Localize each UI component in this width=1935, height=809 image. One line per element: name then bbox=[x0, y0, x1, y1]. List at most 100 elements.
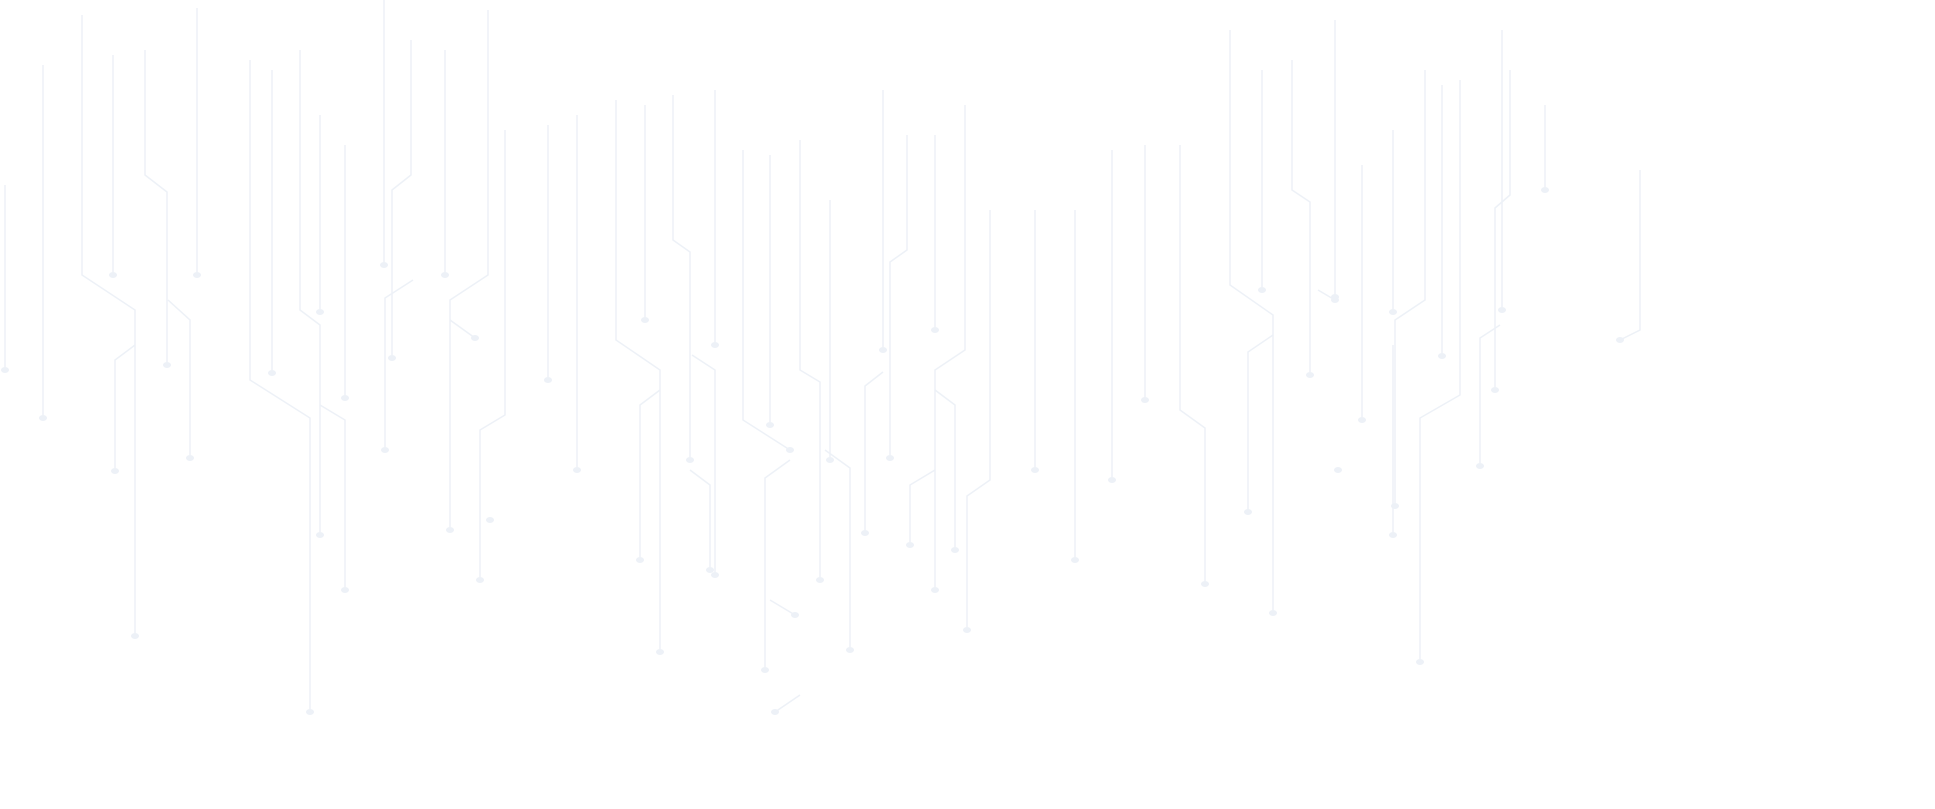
circuit-trace bbox=[672, 95, 691, 460]
circuit-trace bbox=[691, 354, 716, 575]
circuit-node bbox=[380, 262, 388, 268]
circuit-node bbox=[388, 355, 396, 361]
circuit-trace bbox=[864, 371, 884, 533]
circuit-node bbox=[1031, 467, 1039, 473]
circuit-node bbox=[931, 587, 939, 593]
circuit-node bbox=[931, 327, 939, 333]
circuit-node bbox=[316, 532, 324, 538]
circuit-node bbox=[846, 647, 854, 653]
circuit-trace bbox=[479, 130, 506, 580]
circuit-trace bbox=[934, 389, 956, 550]
circuit-node bbox=[686, 457, 694, 463]
circuit-node bbox=[1331, 297, 1339, 303]
circuit-trace bbox=[966, 210, 991, 630]
circuit-trace bbox=[391, 40, 412, 358]
circuit-node bbox=[1334, 467, 1342, 473]
circuit-node bbox=[341, 395, 349, 401]
circuit-node bbox=[39, 415, 47, 421]
circuit-trace bbox=[167, 299, 191, 458]
circuit-trace bbox=[1619, 170, 1641, 341]
circuit-node bbox=[826, 457, 834, 463]
circuit-trace bbox=[249, 60, 311, 712]
circuit-node bbox=[906, 542, 914, 548]
circuit-node bbox=[963, 627, 971, 633]
circuit-trace bbox=[319, 404, 346, 590]
circuit-trace bbox=[889, 135, 908, 458]
circuit-trace bbox=[144, 50, 168, 365]
circuit-node bbox=[1244, 509, 1252, 515]
circuit-node bbox=[771, 709, 779, 715]
circuit-node bbox=[381, 447, 389, 453]
circuit-trace bbox=[1479, 324, 1501, 466]
circuit-node bbox=[341, 587, 349, 593]
circuit-trace bbox=[824, 449, 851, 650]
circuit-node bbox=[1616, 337, 1624, 343]
circuit-node bbox=[544, 377, 552, 383]
circuit-trace bbox=[1247, 334, 1274, 512]
circuit-trace bbox=[1419, 80, 1461, 662]
circuit-node bbox=[879, 347, 887, 353]
circuit-trace bbox=[384, 279, 414, 450]
circuit-node bbox=[193, 272, 201, 278]
circuit-node bbox=[1108, 477, 1116, 483]
circuit-trace bbox=[1494, 70, 1511, 390]
circuit-node bbox=[1358, 417, 1366, 423]
circuit-trace bbox=[81, 15, 136, 636]
circuit-trace bbox=[1394, 70, 1426, 506]
circuit-node bbox=[1491, 387, 1499, 393]
circuit-trace bbox=[114, 344, 136, 471]
circuit-node bbox=[476, 577, 484, 583]
circuit-trace bbox=[769, 599, 796, 616]
circuit-node bbox=[1389, 532, 1397, 538]
circuit-node bbox=[636, 557, 644, 563]
circuit-trace bbox=[764, 459, 791, 670]
circuit-trace bbox=[934, 105, 966, 590]
circuit-node bbox=[1269, 610, 1277, 616]
circuit-node bbox=[766, 422, 774, 428]
circuit-node bbox=[1071, 557, 1079, 563]
circuit-trace bbox=[1179, 145, 1206, 584]
circuit-node bbox=[656, 649, 664, 655]
circuit-node bbox=[1258, 287, 1266, 293]
circuit-node bbox=[316, 309, 324, 315]
circuit-node bbox=[1438, 353, 1446, 359]
circuit-node bbox=[786, 447, 794, 453]
circuit-node bbox=[1498, 307, 1506, 313]
circuit-node bbox=[163, 362, 171, 368]
circuit-node bbox=[1, 367, 9, 373]
circuit-node bbox=[1541, 187, 1549, 193]
circuit-node bbox=[1416, 659, 1424, 665]
circuit-node bbox=[1391, 503, 1399, 509]
circuit-trace bbox=[1291, 60, 1311, 375]
circuit-trace bbox=[742, 150, 791, 451]
circuit-node bbox=[109, 272, 117, 278]
circuit-node bbox=[861, 530, 869, 536]
circuit-node bbox=[471, 335, 479, 341]
circuit-trace bbox=[639, 389, 661, 560]
circuit-node bbox=[186, 455, 194, 461]
circuit-node bbox=[711, 572, 719, 578]
circuit-node bbox=[816, 577, 824, 583]
circuit-node bbox=[131, 633, 139, 639]
circuit-node bbox=[791, 612, 799, 618]
circuit-node bbox=[446, 527, 454, 533]
circuit-trace bbox=[1229, 30, 1274, 613]
circuit-trace bbox=[615, 100, 661, 652]
circuit-node bbox=[886, 455, 894, 461]
circuit-node bbox=[711, 342, 719, 348]
circuit-node bbox=[486, 517, 494, 523]
circuit-trace bbox=[689, 469, 711, 570]
circuit-node bbox=[1141, 397, 1149, 403]
circuit-node bbox=[306, 709, 314, 715]
circuit-node bbox=[1389, 309, 1397, 315]
circuit-node bbox=[761, 667, 769, 673]
circuit-trace bbox=[449, 10, 489, 530]
circuit-trace bbox=[799, 140, 821, 580]
circuit-node bbox=[1201, 581, 1209, 587]
circuit-node bbox=[268, 370, 276, 376]
circuit-node bbox=[706, 567, 714, 573]
circuit-node bbox=[951, 547, 959, 553]
circuit-node bbox=[441, 272, 449, 278]
circuit-node bbox=[1306, 372, 1314, 378]
